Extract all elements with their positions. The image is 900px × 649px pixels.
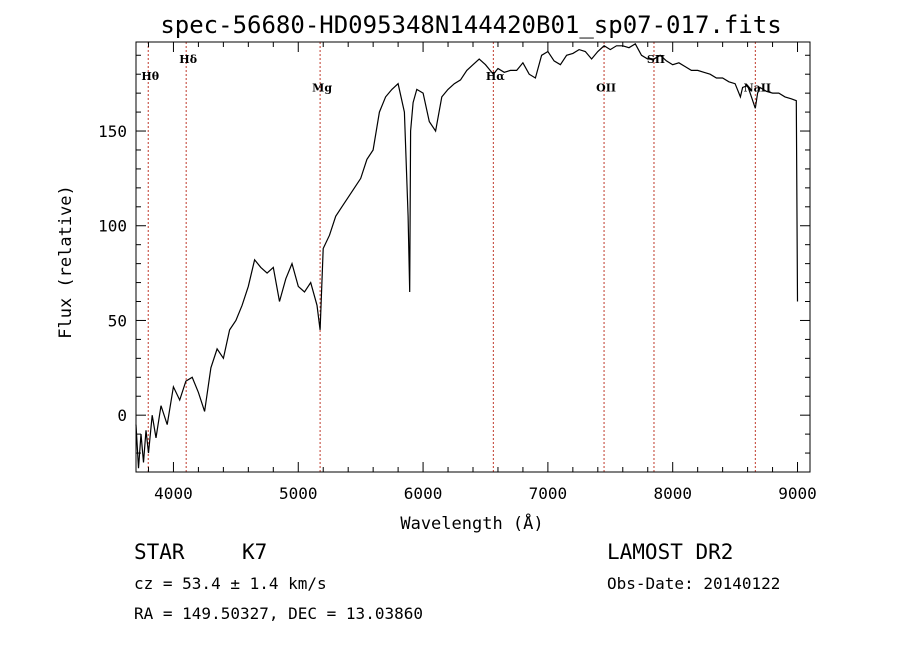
- x-tick-label-8000: 8000: [653, 484, 692, 503]
- marker-label-6: NaII: [744, 81, 771, 94]
- x-tick-label-4000: 4000: [154, 484, 193, 503]
- x-tick-label-6000: 6000: [404, 484, 443, 503]
- y-axis-label: Flux (relative): [56, 185, 76, 339]
- x-tick-label-9000: 9000: [778, 484, 817, 503]
- y-tick-label-50: 50: [108, 311, 127, 330]
- x-tick-label-5000: 5000: [279, 484, 318, 503]
- chart-title: spec-56680-HD095348N144420B01_sp07-017.f…: [160, 11, 781, 39]
- y-tick-label-100: 100: [98, 217, 127, 236]
- x-tick-label-7000: 7000: [529, 484, 568, 503]
- axis-ticks: 4000 5000 6000 7000 8000 9000 0 50 100 150: [98, 42, 817, 503]
- object-subclass: K7: [242, 540, 267, 564]
- survey-name: LAMOST DR2: [607, 540, 733, 564]
- x-axis-label: Wavelength (Å): [400, 512, 543, 534]
- marker-label-1: Hδ: [179, 53, 197, 66]
- plot-frame: [135, 41, 811, 473]
- y-tick-label-150: 150: [98, 122, 127, 141]
- y-tick-label-0: 0: [117, 406, 127, 425]
- coords-line: RA = 149.50327, DEC = 13.03860: [134, 604, 423, 623]
- obs-date-line: Obs-Date: 20140122: [607, 574, 780, 593]
- object-class: STAR: [134, 540, 185, 564]
- marker-label-4: OII: [596, 81, 616, 94]
- spectrum-series-line: [135, 43, 799, 469]
- marker-label-2: Mg: [312, 81, 332, 94]
- marker-label-0: Hθ: [141, 70, 159, 83]
- marker-label-3: Hα: [486, 70, 505, 83]
- redshift-line: cz = 53.4 ± 1.4 km/s: [134, 574, 327, 593]
